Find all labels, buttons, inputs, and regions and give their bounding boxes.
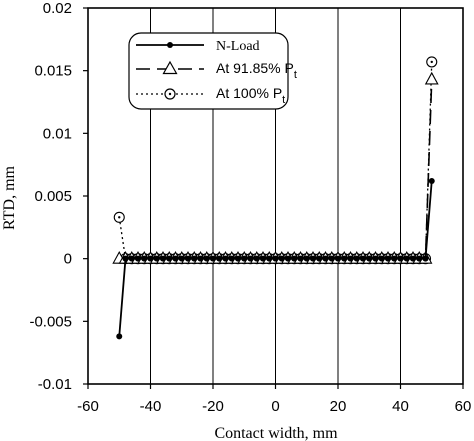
data-point bbox=[247, 255, 254, 262]
data-point bbox=[285, 255, 291, 262]
y-tick-label: 0 bbox=[64, 251, 72, 268]
data-point bbox=[160, 255, 166, 262]
data-point bbox=[185, 255, 191, 262]
data-point bbox=[216, 255, 223, 262]
legend: N-Load At 91.85% Pt At 100% Pt bbox=[128, 32, 297, 110]
data-point bbox=[141, 255, 148, 262]
y-tick-label: 0.015 bbox=[34, 63, 72, 80]
data-point bbox=[278, 255, 285, 262]
data-point bbox=[391, 255, 398, 262]
y-axis-ticks: -0.01 -0.005 0 0.005 0.01 0.015 0.02 bbox=[29, 0, 88, 393]
data-point bbox=[228, 255, 235, 262]
data-point bbox=[291, 255, 298, 262]
data-point bbox=[328, 255, 335, 262]
series-group bbox=[112, 56, 439, 340]
data-point bbox=[297, 255, 304, 262]
data-point bbox=[272, 255, 279, 262]
data-point bbox=[385, 255, 391, 262]
data-point bbox=[403, 255, 410, 262]
x-tick-label: 20 bbox=[330, 398, 347, 415]
data-point bbox=[128, 255, 135, 262]
data-point bbox=[378, 255, 385, 262]
data-point bbox=[235, 255, 241, 262]
data-point bbox=[353, 255, 360, 262]
data-point-center bbox=[430, 60, 433, 64]
data-point bbox=[341, 255, 348, 262]
data-point bbox=[172, 255, 179, 262]
y-tick-label: -0.01 bbox=[38, 376, 72, 393]
data-point bbox=[303, 255, 310, 262]
legend-swatch-9185-marker bbox=[162, 60, 178, 75]
data-point bbox=[335, 255, 341, 262]
x-tick-label: 0 bbox=[271, 398, 279, 415]
data-point bbox=[222, 255, 229, 262]
legend-label-9185: At 91.85% Pt bbox=[216, 60, 297, 81]
x-axis-ticks: -60 -40 -20 0 20 40 60 bbox=[77, 384, 471, 415]
data-point bbox=[410, 255, 416, 262]
data-point bbox=[322, 255, 329, 262]
data-point bbox=[253, 255, 260, 262]
data-point bbox=[316, 255, 323, 262]
data-point bbox=[397, 255, 404, 262]
data-point bbox=[241, 255, 248, 262]
x-tick-label: -60 bbox=[77, 398, 99, 415]
data-point bbox=[422, 255, 429, 262]
y-axis-title: RTD, mm bbox=[1, 165, 18, 229]
data-point bbox=[366, 255, 373, 262]
data-point bbox=[266, 255, 273, 262]
data-point bbox=[424, 71, 439, 85]
plot-frame bbox=[87, 7, 464, 385]
data-point bbox=[197, 255, 204, 262]
data-point-center bbox=[118, 216, 121, 219]
y-tick-label: -0.005 bbox=[29, 313, 72, 330]
data-point bbox=[260, 255, 266, 262]
data-point bbox=[203, 255, 210, 262]
y-tick-label: 0.02 bbox=[43, 0, 72, 17]
data-point bbox=[428, 177, 435, 184]
data-point bbox=[372, 255, 379, 262]
data-point bbox=[416, 255, 423, 262]
x-tick-label: 60 bbox=[455, 398, 472, 415]
y-tick-label: 0.01 bbox=[43, 125, 72, 142]
data-point bbox=[310, 255, 316, 262]
legend-swatch-100-marker-dot bbox=[168, 92, 172, 96]
data-point bbox=[210, 255, 216, 262]
data-point bbox=[166, 255, 173, 262]
legend-swatch-n-load-marker bbox=[167, 42, 173, 48]
series-0 bbox=[116, 177, 435, 340]
data-point bbox=[153, 255, 160, 262]
data-point bbox=[147, 255, 154, 262]
legend-label-n-load: N-Load bbox=[216, 39, 260, 54]
legend-label-100: At 100% Pt bbox=[216, 85, 285, 106]
data-point bbox=[191, 255, 198, 262]
data-point bbox=[347, 255, 354, 262]
x-tick-label: 40 bbox=[392, 398, 409, 415]
y-tick-label: 0.005 bbox=[34, 188, 72, 205]
data-point bbox=[135, 255, 141, 262]
x-tick-label: -20 bbox=[202, 398, 224, 415]
x-axis-title: Contact width, mm bbox=[214, 425, 338, 441]
x-tick-label: -40 bbox=[140, 398, 162, 415]
data-point bbox=[178, 255, 185, 262]
data-point bbox=[360, 255, 366, 262]
data-point bbox=[116, 333, 123, 340]
data-point bbox=[122, 255, 129, 262]
